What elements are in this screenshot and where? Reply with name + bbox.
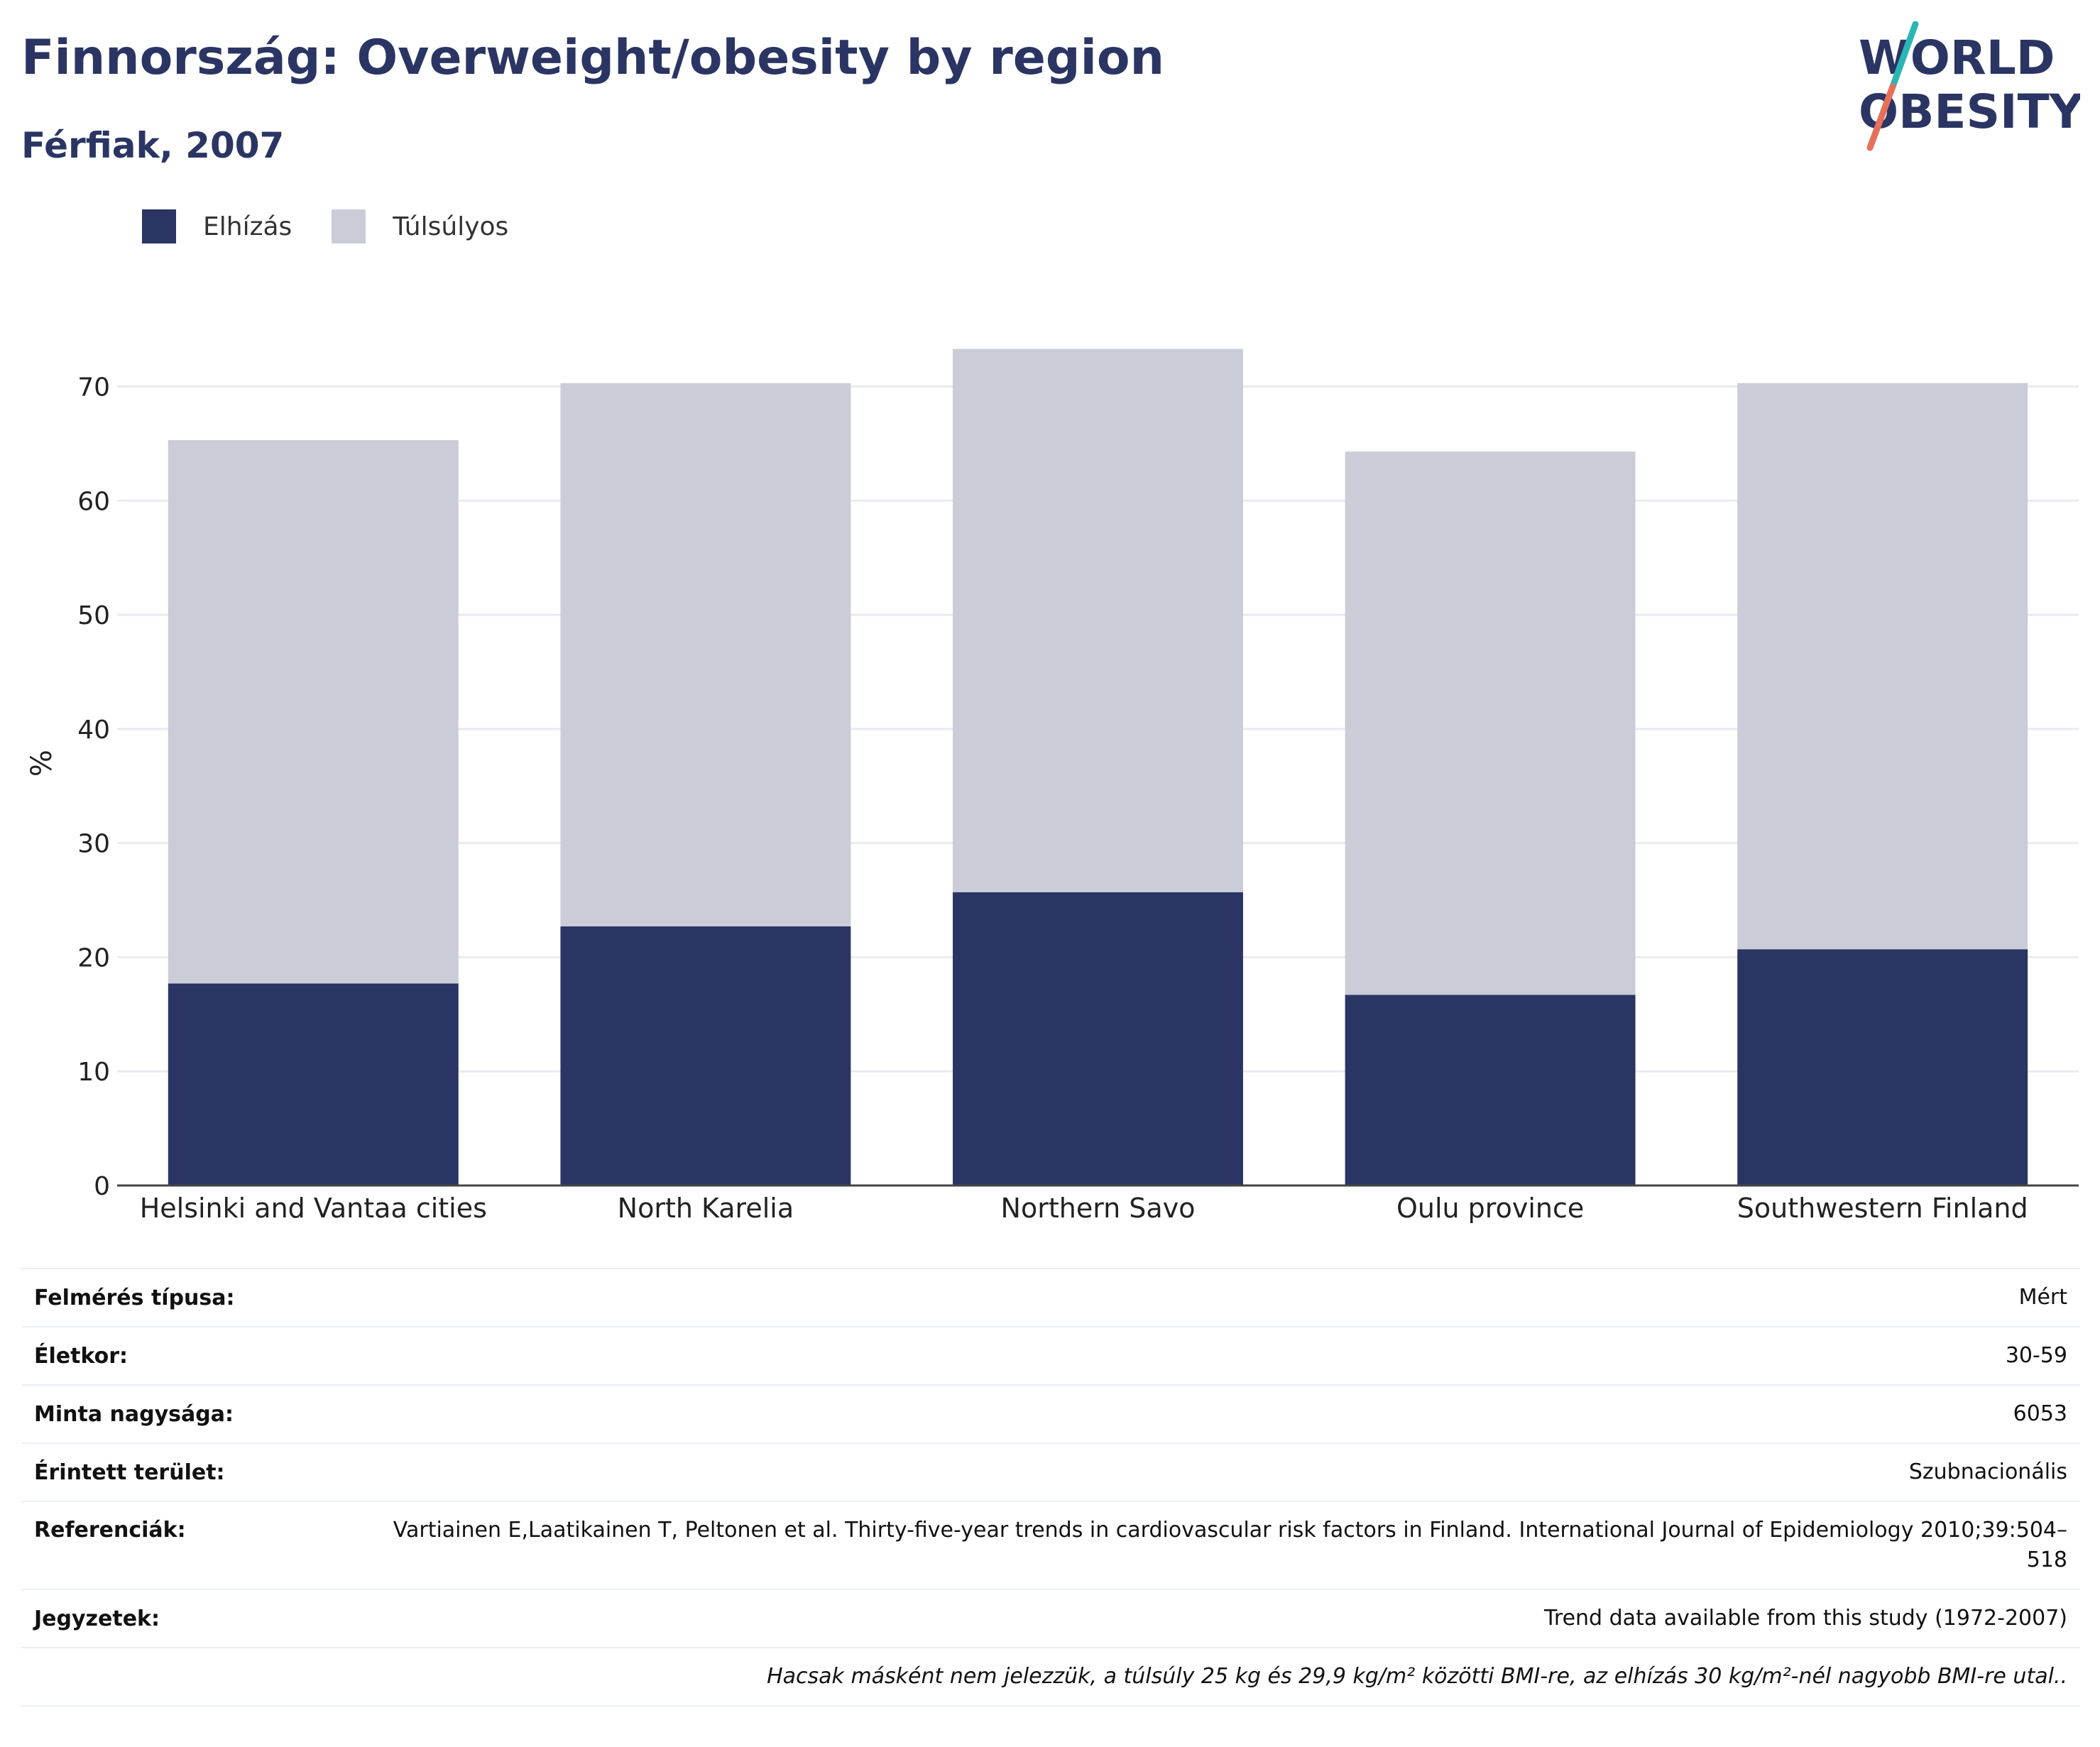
y-tick-label: 70: [77, 373, 110, 402]
info-row-sample-size: Minta nagysága: 6053: [21, 1385, 2080, 1444]
info-row-area: Érintett terület: Szubnacionális: [21, 1443, 2080, 1502]
y-tick-label: 20: [77, 943, 110, 973]
bar-overweight: [1345, 451, 1636, 995]
info-value: 6053: [345, 1385, 2080, 1444]
info-value: Mért: [345, 1268, 2080, 1327]
chart-subtitle: Férfiak, 2007: [21, 125, 285, 166]
info-row-notes: Jegyzetek: Trend data available from thi…: [21, 1589, 2080, 1648]
x-tick-label: Oulu province: [1396, 1193, 1584, 1224]
legend-item-obesity[interactable]: Elhízás: [142, 209, 292, 243]
x-tick-label: Northern Savo: [1001, 1193, 1196, 1224]
legend-label-obesity: Elhízás: [203, 212, 292, 241]
info-key: Érintett terület:: [21, 1443, 345, 1502]
x-tick-label: North Karelia: [618, 1193, 794, 1224]
svg-text:WORLD: WORLD: [1859, 31, 2055, 85]
y-tick-label: 50: [77, 601, 110, 630]
y-tick-label: 0: [94, 1172, 110, 1201]
legend-swatch-overweight: [332, 209, 366, 243]
bar-overweight: [953, 349, 1243, 892]
svg-text:OBESITY: OBESITY: [1859, 84, 2080, 139]
y-tick-label: 30: [77, 830, 110, 859]
stacked-bar-chart: 0 10 20 30 40 50 60 70% Helsinki and Vantaa citi…: [26, 349, 2079, 1224]
legend-label-overweight: Túlsúlyos: [393, 212, 509, 241]
world-obesity-logo: WORLD OBESITY: [1859, 21, 2080, 151]
bar-obesity: [1737, 949, 2028, 1185]
info-key: Felmérés típusa:: [21, 1268, 345, 1327]
bar-overweight: [1737, 383, 2028, 950]
bar-obesity: [168, 983, 459, 1185]
footnote-text: Hacsak másként nem jelezzük, a túlsúly 2…: [21, 1648, 2080, 1707]
info-value: 30-59: [345, 1327, 2080, 1386]
bar-obesity: [1345, 995, 1636, 1185]
info-row-survey-type: Felmérés típusa: Mért: [21, 1268, 2080, 1327]
y-axis-label: %: [26, 750, 58, 777]
bar-overweight: [560, 383, 851, 927]
info-key: Referenciák:: [21, 1501, 345, 1590]
info-key: Jegyzetek:: [21, 1589, 345, 1648]
info-value: Vartiainen E,Laatikainen T, Peltonen et …: [345, 1501, 2080, 1590]
info-value: Szubnacionális: [345, 1443, 2080, 1502]
info-key: Életkor:: [21, 1327, 345, 1386]
survey-info-table: Felmérés típusa: Mért Életkor: 30-59 Min…: [21, 1268, 2080, 1707]
info-value: Trend data available from this study (19…: [345, 1589, 2080, 1648]
y-tick-label: 40: [77, 716, 110, 745]
x-tick-label: Helsinki and Vantaa cities: [140, 1193, 487, 1224]
bar-obesity: [953, 892, 1243, 1185]
info-row-footnote: Hacsak másként nem jelezzük, a túlsúly 2…: [21, 1648, 2080, 1707]
info-row-age: Életkor: 30-59: [21, 1327, 2080, 1386]
chart-legend: Elhízás Túlsúlyos: [142, 209, 548, 243]
chart-title: Finnország: Overweight/obesity by region: [21, 30, 1165, 86]
y-tick-label: 10: [77, 1058, 110, 1087]
y-tick-label: 60: [77, 487, 110, 516]
legend-swatch-obesity: [142, 209, 176, 243]
legend-item-overweight[interactable]: Túlsúlyos: [332, 209, 508, 243]
bar-overweight: [168, 440, 459, 984]
info-key: Minta nagysága:: [21, 1385, 345, 1444]
x-tick-label: Southwestern Finland: [1737, 1193, 2028, 1224]
info-row-references: Referenciák: Vartiainen E,Laatikainen T,…: [21, 1501, 2080, 1590]
bar-obesity: [560, 926, 851, 1185]
